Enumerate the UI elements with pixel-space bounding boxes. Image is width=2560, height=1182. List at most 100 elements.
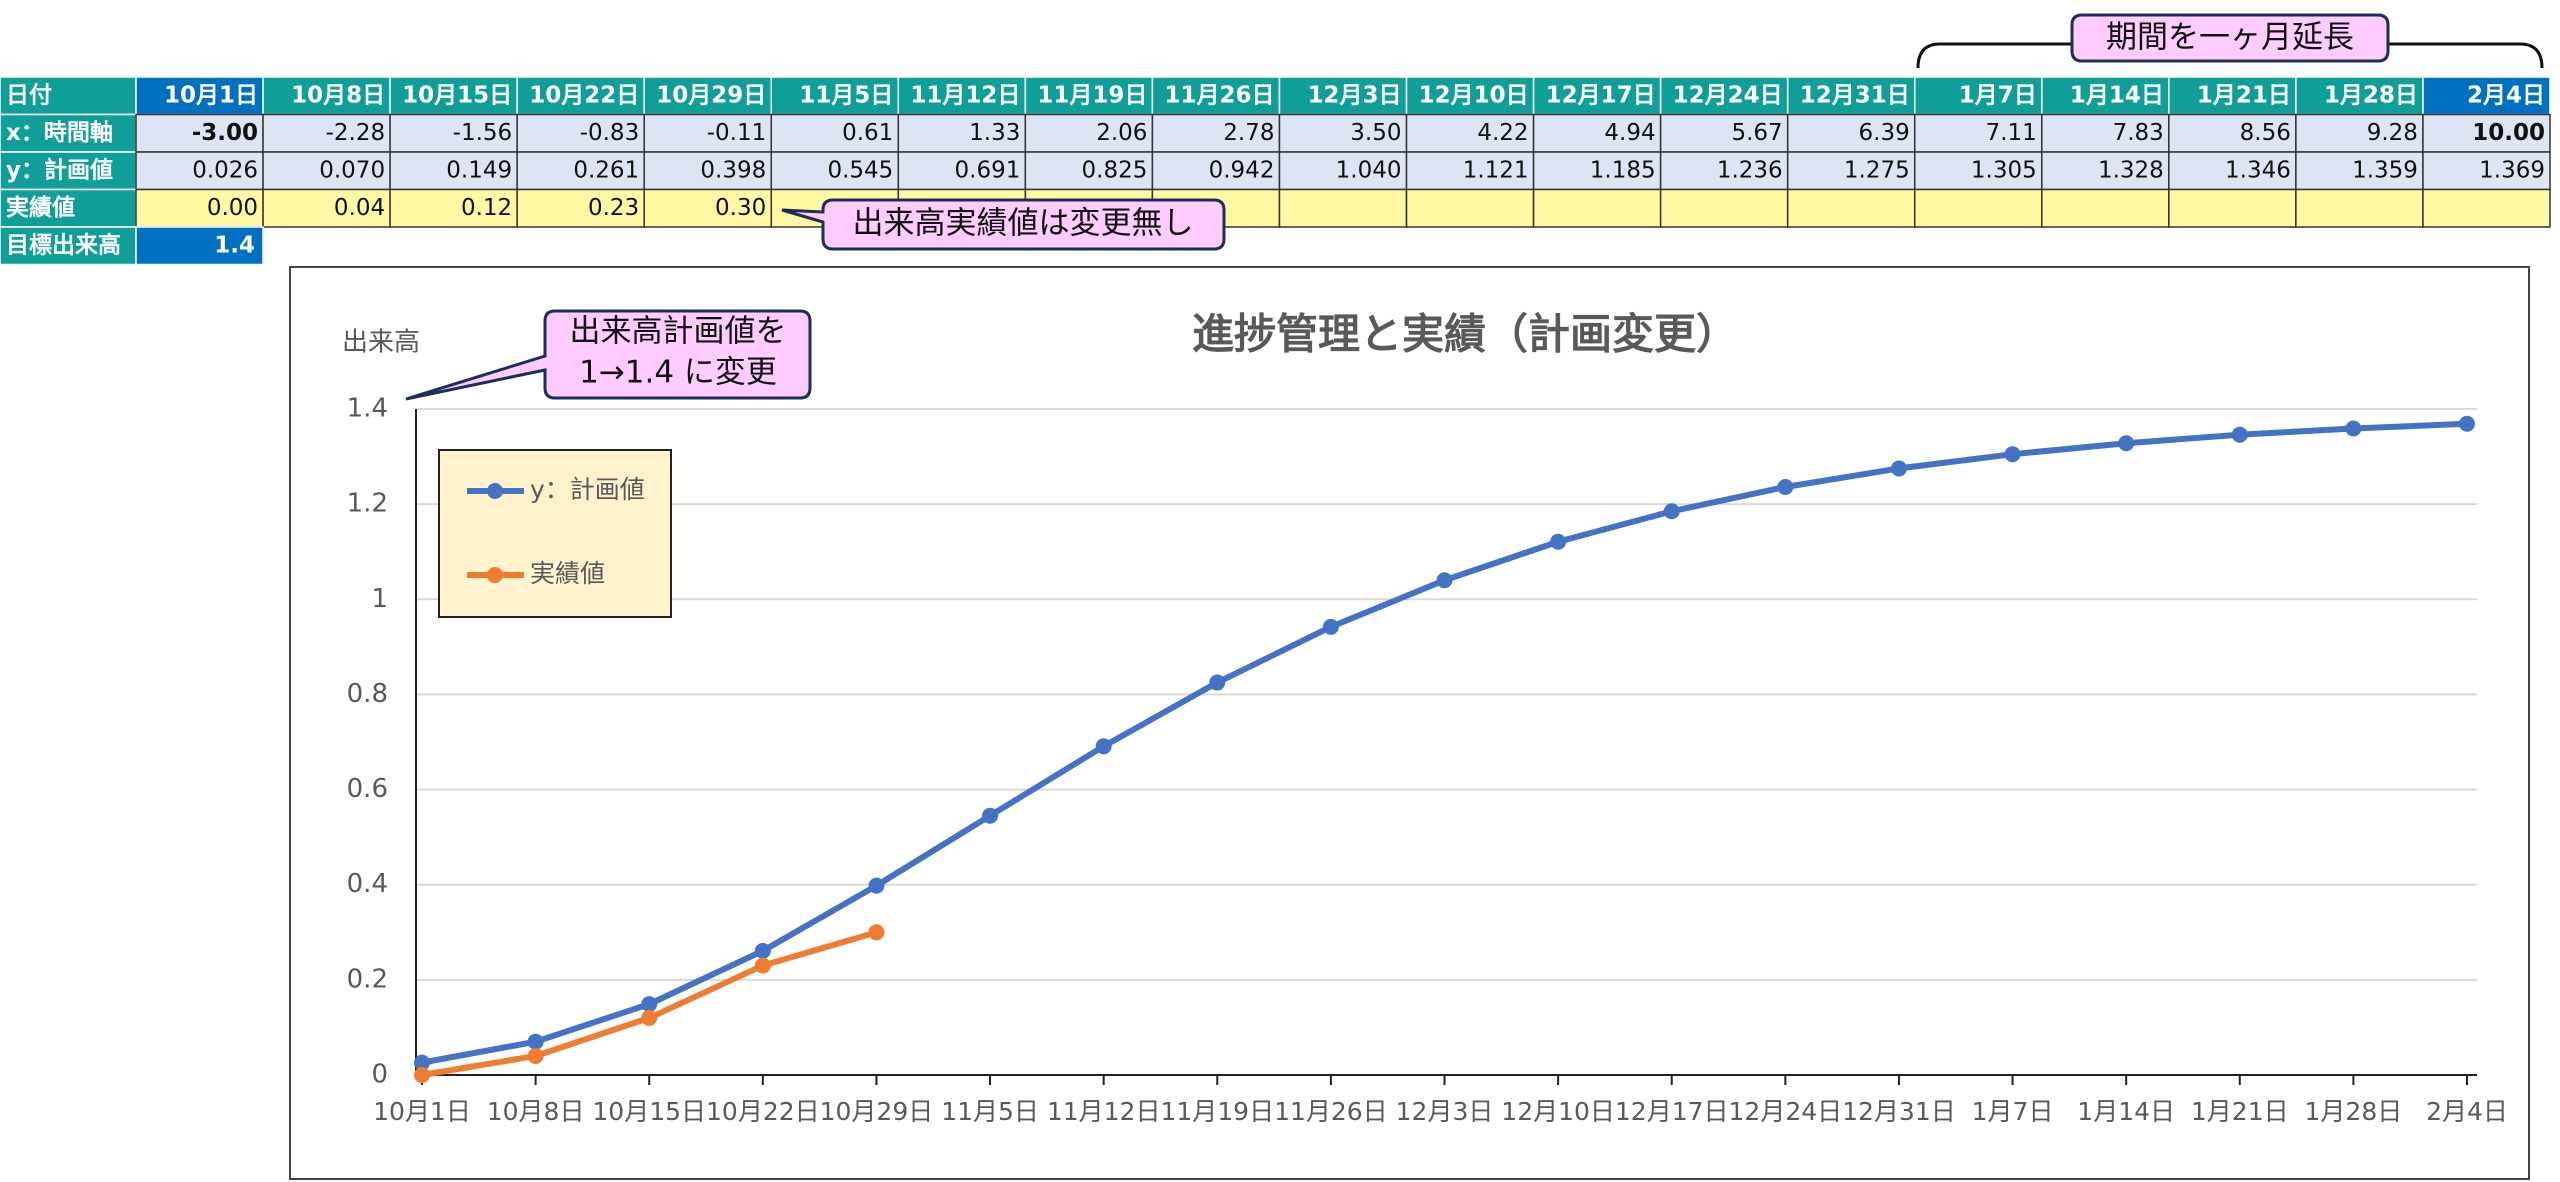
header-text: 10月1日 — [164, 82, 258, 108]
cell — [2422, 151, 2551, 191]
cell — [135, 226, 264, 266]
legend-label: 実績値 — [530, 559, 605, 588]
cell — [2041, 188, 2170, 228]
cell-text: 0.04 — [334, 195, 385, 221]
point — [868, 924, 885, 941]
y-tick-label: 1.2 — [347, 489, 388, 519]
cell — [262, 113, 391, 153]
cell-text: 0.942 — [1209, 157, 1275, 183]
cell-text: -3.00 — [192, 120, 258, 146]
cell-text: 0.026 — [192, 157, 258, 183]
row-label: x：時間軸 — [6, 120, 113, 146]
header-cell — [1659, 76, 1789, 116]
y-axis-label: 出来高 — [342, 328, 420, 358]
point — [1095, 738, 1112, 755]
y-tick-label: 1.4 — [347, 394, 388, 424]
cell-text: 9.28 — [2367, 120, 2418, 146]
header-text: 1月28日 — [2324, 82, 2418, 108]
point — [527, 1047, 544, 1064]
point — [641, 1009, 658, 1026]
point — [1322, 618, 1339, 635]
callout-text: 期間を一ヶ月延長 — [2106, 20, 2354, 56]
point — [2345, 420, 2362, 437]
cell-text: 2.06 — [1096, 120, 1147, 146]
cell — [1913, 188, 2043, 228]
header-text: 10月8日 — [291, 82, 385, 108]
callout-text: 1→1.4 に変更 — [579, 355, 777, 391]
header-text: 11月5日 — [799, 82, 893, 108]
cell — [1278, 188, 1408, 228]
cell — [1405, 113, 1535, 153]
point — [1663, 503, 1680, 520]
header-text: 12月3日 — [1308, 82, 1402, 108]
header-text: 1月7日 — [1959, 82, 2037, 108]
cell — [2041, 151, 2170, 191]
cell-text: 4.22 — [1477, 120, 1528, 146]
cell-text: 0.61 — [842, 120, 893, 146]
x-tick-label: 1月21日 — [2191, 1097, 2289, 1126]
callout — [405, 309, 812, 401]
x-tick-label: 12月24日 — [1729, 1097, 1843, 1126]
chart-frame — [289, 266, 2530, 1180]
row-label: 目標出来高 — [6, 231, 121, 258]
point — [2118, 435, 2135, 452]
header-text: 12月31日 — [1800, 82, 1910, 108]
header-text: 10月15日 — [402, 82, 512, 108]
x-tick-label: 1月14日 — [2077, 1097, 2175, 1126]
x-tick-label: 10月22日 — [706, 1097, 820, 1126]
cell-text: 1.040 — [1336, 157, 1402, 183]
cell — [0, 188, 137, 228]
cell — [1024, 113, 1154, 153]
cell — [1913, 151, 2043, 191]
point — [1550, 533, 1567, 550]
cell-text: 1.328 — [2098, 157, 2164, 183]
cell-text: 7.83 — [2113, 120, 2164, 146]
cell-text: 4.94 — [1604, 120, 1655, 146]
cell — [2168, 151, 2297, 191]
x-tick-label: 11月26日 — [1274, 1097, 1388, 1126]
callout — [2070, 13, 2390, 63]
cell — [516, 188, 645, 228]
point — [414, 1067, 430, 1083]
x-tick-label: 1月28日 — [2305, 1097, 2403, 1126]
cell-text: 0.070 — [319, 157, 385, 183]
cell — [1786, 113, 1916, 153]
legend-marker — [487, 567, 503, 583]
point — [2459, 415, 2475, 432]
point — [414, 1054, 430, 1071]
header-text: 12月17日 — [1546, 82, 1656, 108]
point — [1436, 572, 1453, 589]
header-text: 12月10日 — [1419, 82, 1529, 108]
point — [641, 996, 658, 1013]
x-tick-label: 11月5日 — [941, 1097, 1039, 1126]
header-text: 10月22日 — [529, 82, 639, 108]
y-tick-label: 0.6 — [347, 774, 388, 804]
x-tick-label: 11月12日 — [1047, 1097, 1161, 1126]
cell-text: 7.11 — [1986, 120, 2037, 146]
cell-text: 1.359 — [2352, 157, 2418, 183]
point — [868, 877, 885, 894]
cell-text: 0.261 — [573, 157, 639, 183]
cell-text: 10.00 — [2472, 120, 2545, 146]
cell — [2422, 113, 2551, 153]
cell — [643, 188, 773, 228]
cell-text: 1.4 — [214, 232, 255, 258]
legend — [438, 449, 672, 618]
cell-text: 8.56 — [2240, 120, 2291, 146]
x-tick-label: 11月19日 — [1160, 1097, 1274, 1126]
cell-text: 0.545 — [827, 157, 893, 183]
y-tick-label: 0.4 — [347, 869, 388, 899]
x-tick-label: 12月10日 — [1501, 1097, 1615, 1126]
header-cell — [1532, 76, 1662, 116]
cell — [1405, 151, 1535, 191]
cell-text: 3.50 — [1350, 120, 1401, 146]
row-label: y：計画値 — [6, 156, 113, 183]
cell — [643, 113, 773, 153]
cell-text: 5.67 — [1731, 120, 1782, 146]
cell-text: 0.12 — [461, 195, 512, 221]
chart-title: 進捗管理と実績（計画変更） — [1192, 310, 1738, 359]
cell — [1659, 113, 1789, 153]
cell-text: 0.149 — [446, 157, 512, 183]
cell — [1278, 151, 1408, 191]
cell-text: -2.28 — [326, 120, 386, 146]
